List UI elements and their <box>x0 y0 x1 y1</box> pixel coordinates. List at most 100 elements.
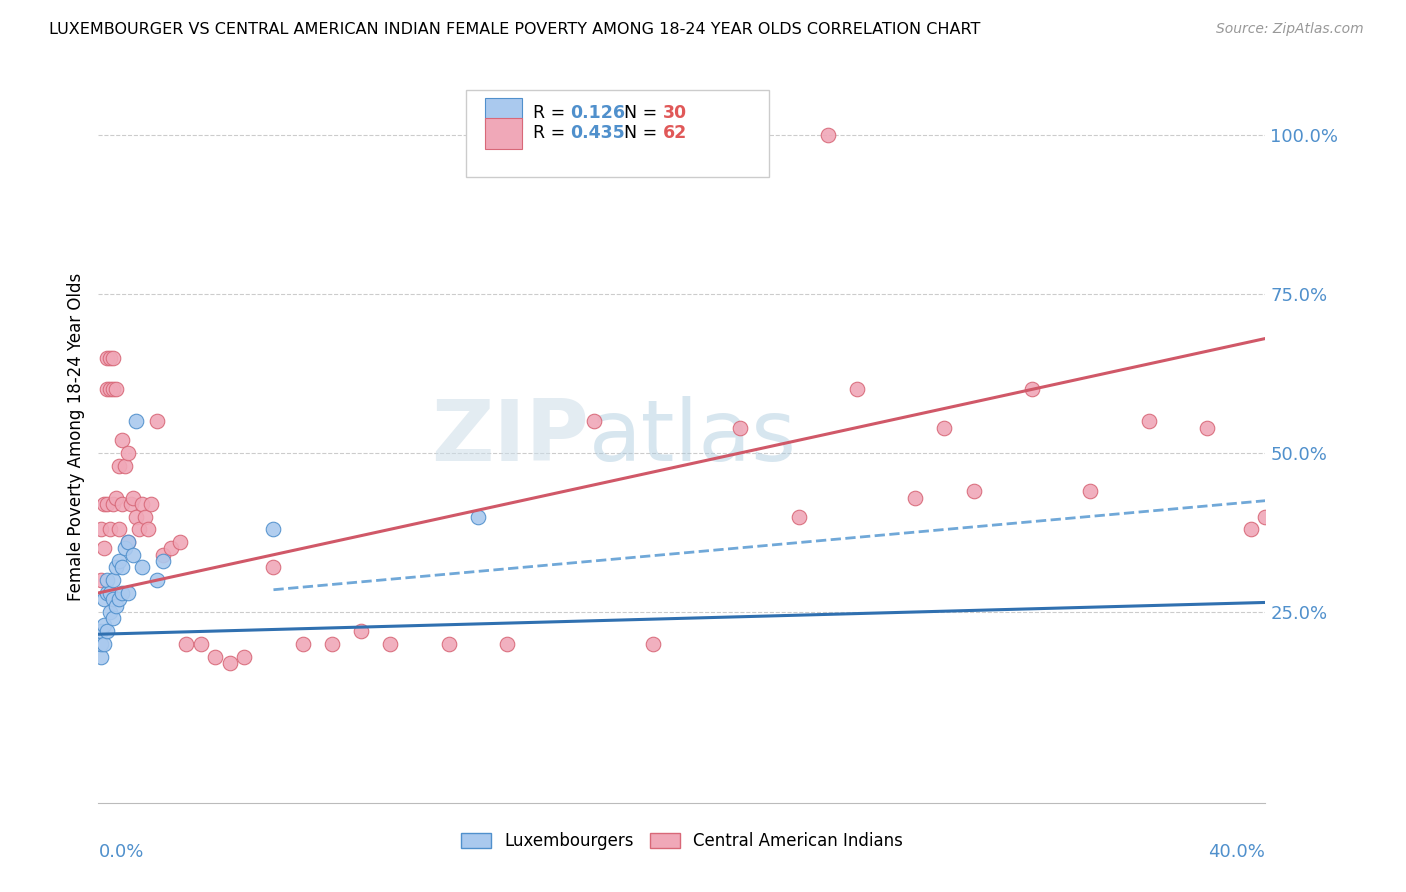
FancyBboxPatch shape <box>485 118 522 149</box>
Point <box>962 484 984 499</box>
Point <box>93 497 115 511</box>
Point <box>262 560 284 574</box>
Point <box>101 383 124 397</box>
Point <box>101 592 124 607</box>
Point <box>122 491 145 505</box>
Point <box>117 446 139 460</box>
Point <box>1137 414 1160 428</box>
Point <box>190 637 212 651</box>
Point <box>93 617 115 632</box>
Point <box>90 637 112 651</box>
Point <box>160 541 183 556</box>
Point <box>101 611 124 625</box>
Point <box>104 491 127 505</box>
Point <box>90 624 112 638</box>
Text: LUXEMBOURGER VS CENTRAL AMERICAN INDIAN FEMALE POVERTY AMONG 18-24 YEAR OLDS COR: LUXEMBOURGER VS CENTRAL AMERICAN INDIAN … <box>49 22 980 37</box>
Legend: Luxembourgers, Central American Indians: Luxembourgers, Central American Indians <box>454 825 910 856</box>
Point <box>98 351 121 365</box>
Point <box>108 592 131 607</box>
Point <box>96 383 118 397</box>
Point <box>90 573 112 587</box>
Point <box>131 560 153 574</box>
Point <box>93 592 115 607</box>
Point <box>496 637 519 651</box>
Point <box>321 637 343 651</box>
Point <box>128 522 150 536</box>
Point <box>96 624 118 638</box>
Point <box>204 649 226 664</box>
Point <box>1021 383 1043 397</box>
Point <box>125 414 148 428</box>
Point <box>122 548 145 562</box>
Text: atlas: atlas <box>589 395 797 479</box>
Point <box>114 541 136 556</box>
Text: 0.435: 0.435 <box>569 125 624 143</box>
Point <box>111 560 134 574</box>
Text: 0.126: 0.126 <box>569 104 624 122</box>
Point <box>350 624 373 638</box>
Point <box>96 497 118 511</box>
Point <box>169 535 191 549</box>
Point <box>233 649 256 664</box>
Point <box>93 637 115 651</box>
Point <box>641 637 664 651</box>
Point <box>730 420 752 434</box>
Point <box>114 458 136 473</box>
Point <box>117 535 139 549</box>
Point <box>146 573 169 587</box>
Point <box>787 509 810 524</box>
Text: 30: 30 <box>664 104 688 122</box>
Point <box>117 586 139 600</box>
Point <box>96 586 118 600</box>
Text: 62: 62 <box>664 125 688 143</box>
Text: 40.0%: 40.0% <box>1209 843 1265 861</box>
Point <box>174 637 197 651</box>
Text: R =: R = <box>533 125 571 143</box>
Text: 0.0%: 0.0% <box>98 843 143 861</box>
Point <box>1254 509 1277 524</box>
Point <box>146 414 169 428</box>
Text: ZIP: ZIP <box>430 395 589 479</box>
Point <box>524 128 547 142</box>
FancyBboxPatch shape <box>485 98 522 128</box>
Point <box>98 383 121 397</box>
Point <box>96 351 118 365</box>
Point <box>101 497 124 511</box>
Point <box>96 573 118 587</box>
Text: Source: ZipAtlas.com: Source: ZipAtlas.com <box>1216 22 1364 37</box>
Point <box>104 560 127 574</box>
Point <box>111 497 134 511</box>
Point <box>139 497 162 511</box>
Point <box>93 541 115 556</box>
Point <box>380 637 402 651</box>
Point <box>98 522 121 536</box>
Point <box>152 548 174 562</box>
Point <box>152 554 174 568</box>
Point <box>583 414 606 428</box>
Point <box>817 128 839 142</box>
Y-axis label: Female Poverty Among 18-24 Year Olds: Female Poverty Among 18-24 Year Olds <box>66 273 84 601</box>
Point <box>90 649 112 664</box>
Point <box>846 383 869 397</box>
Point <box>117 535 139 549</box>
Point <box>104 599 127 613</box>
Point <box>90 522 112 536</box>
Point <box>134 509 156 524</box>
Point <box>101 351 124 365</box>
Point <box>218 656 240 670</box>
Point <box>467 509 489 524</box>
Point <box>262 522 284 536</box>
Point <box>437 637 460 651</box>
Point <box>1240 522 1263 536</box>
Point <box>1195 420 1218 434</box>
Point <box>111 586 134 600</box>
Point <box>104 383 127 397</box>
Point <box>1080 484 1102 499</box>
Point <box>131 497 153 511</box>
Point <box>934 420 956 434</box>
Point <box>125 509 148 524</box>
Point <box>108 458 131 473</box>
Point <box>108 554 131 568</box>
Text: N =: N = <box>623 104 662 122</box>
Point <box>120 497 142 511</box>
